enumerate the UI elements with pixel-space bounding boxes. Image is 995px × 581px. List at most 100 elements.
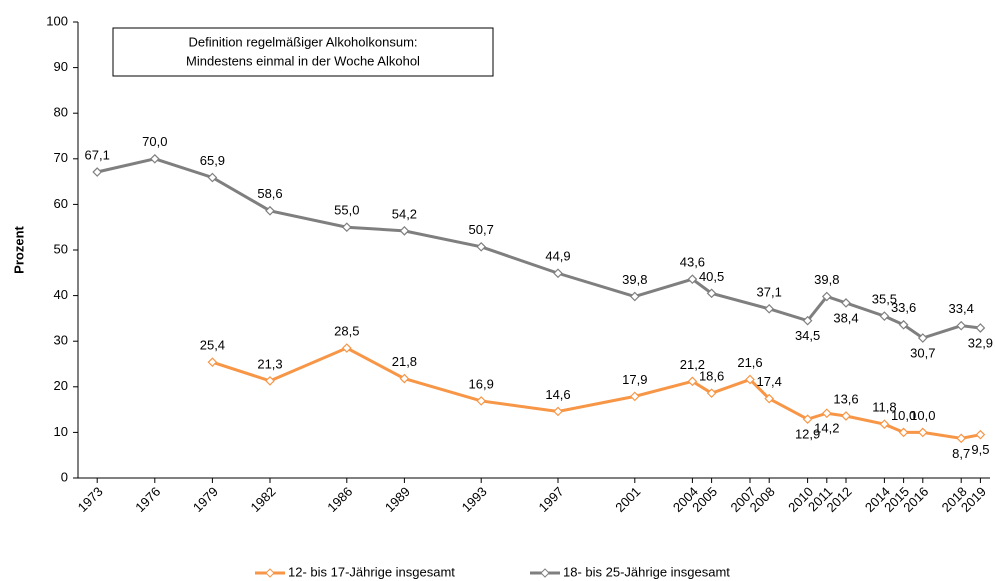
marker xyxy=(879,419,890,430)
data-label: 35,5 xyxy=(872,292,897,307)
data-label: 16,9 xyxy=(469,376,494,391)
data-label: 14,2 xyxy=(814,421,839,436)
legend-marker xyxy=(265,568,275,578)
marker xyxy=(629,391,640,402)
marker xyxy=(687,274,698,285)
y-tick-label: 20 xyxy=(54,378,68,393)
data-label: 40,5 xyxy=(699,269,724,284)
data-label: 25,4 xyxy=(200,338,225,353)
data-label: 8,7 xyxy=(952,446,970,461)
y-tick-label: 100 xyxy=(46,13,68,28)
marker xyxy=(149,153,160,164)
data-label: 12,9 xyxy=(795,427,820,442)
x-tick-label: 1993 xyxy=(459,484,490,515)
marker xyxy=(92,167,103,177)
data-label: 38,4 xyxy=(833,310,858,325)
data-label: 43,6 xyxy=(680,255,705,270)
data-label: 39,8 xyxy=(814,272,839,287)
data-label: 70,0 xyxy=(142,134,167,149)
marker xyxy=(975,323,986,333)
marker xyxy=(207,357,218,368)
marker xyxy=(764,303,775,314)
marker xyxy=(975,429,986,440)
marker xyxy=(821,408,832,419)
marker xyxy=(265,376,275,386)
data-label: 11,8 xyxy=(872,400,896,415)
marker xyxy=(399,225,410,236)
marker xyxy=(341,222,352,233)
marker xyxy=(687,376,698,387)
marker xyxy=(553,268,563,279)
legend-label: 18- bis 25-Jährige insgesamt xyxy=(563,564,730,579)
data-label: 44,9 xyxy=(545,249,570,264)
marker xyxy=(265,205,275,216)
data-label: 18,6 xyxy=(699,369,724,384)
data-label: 21,8 xyxy=(392,354,417,369)
data-label: 33,4 xyxy=(949,301,974,316)
y-tick-label: 60 xyxy=(54,196,68,211)
data-label: 54,2 xyxy=(392,206,417,221)
data-label: 34,5 xyxy=(795,328,820,343)
data-label: 33,6 xyxy=(891,300,916,315)
marker xyxy=(802,315,813,326)
data-label: 58,6 xyxy=(257,186,282,201)
data-label: 39,8 xyxy=(622,272,647,287)
data-label: 30,7 xyxy=(910,345,935,360)
marker xyxy=(706,288,717,299)
data-label: 37,1 xyxy=(757,284,782,299)
y-tick-label: 0 xyxy=(61,469,68,484)
x-tick-label: 1973 xyxy=(75,484,106,515)
data-label: 67,1 xyxy=(85,147,110,162)
y-tick-label: 50 xyxy=(54,241,68,256)
data-label: 50,7 xyxy=(469,222,494,237)
marker xyxy=(956,320,967,331)
marker xyxy=(207,172,218,183)
x-tick-label: 1989 xyxy=(382,484,413,515)
data-label: 55,0 xyxy=(334,203,359,218)
marker xyxy=(476,241,487,252)
data-label: 21,2 xyxy=(680,357,705,372)
marker xyxy=(841,411,851,421)
y-tick-label: 40 xyxy=(54,287,68,302)
data-label: 28,5 xyxy=(334,323,359,338)
data-label: 14,6 xyxy=(545,387,570,402)
x-tick-label: 1982 xyxy=(247,484,278,515)
annotation: Definition regelmäßiger Alkoholkonsum: xyxy=(188,34,417,49)
x-tick-label: 1997 xyxy=(535,484,566,515)
y-tick-label: 90 xyxy=(54,59,68,74)
data-label: 13,6 xyxy=(833,391,858,406)
data-label: 9,5 xyxy=(971,442,989,457)
annotation-box xyxy=(112,27,494,77)
y-tick-label: 70 xyxy=(54,150,68,165)
data-label: 10,0 xyxy=(891,408,916,423)
marker xyxy=(553,406,563,417)
marker xyxy=(745,374,755,385)
series-line xyxy=(211,346,981,440)
x-tick-label: 2001 xyxy=(612,484,643,515)
data-label: 17,4 xyxy=(757,374,782,389)
data-label: 10,0 xyxy=(910,408,935,423)
y-axis-label: Prozent xyxy=(11,225,26,273)
data-label: 21,3 xyxy=(257,356,282,371)
data-label: 17,9 xyxy=(622,372,647,387)
legend-marker xyxy=(540,568,550,578)
marker xyxy=(341,343,352,353)
marker xyxy=(802,414,813,425)
y-tick-label: 80 xyxy=(54,105,68,120)
marker xyxy=(898,427,909,438)
marker xyxy=(399,373,410,384)
marker xyxy=(879,311,890,321)
x-tick-label: 1976 xyxy=(132,484,163,515)
annotation: Mindestens einmal in der Woche Alkohol xyxy=(186,53,420,68)
y-tick-label: 10 xyxy=(54,424,68,439)
marker xyxy=(629,291,640,302)
y-tick-label: 30 xyxy=(54,333,68,348)
x-tick-label: 1979 xyxy=(190,484,221,515)
marker xyxy=(841,298,851,308)
marker xyxy=(898,319,909,330)
marker xyxy=(917,427,928,438)
data-label: 21,6 xyxy=(737,355,762,370)
data-label: 65,9 xyxy=(200,153,225,168)
marker xyxy=(706,388,717,399)
